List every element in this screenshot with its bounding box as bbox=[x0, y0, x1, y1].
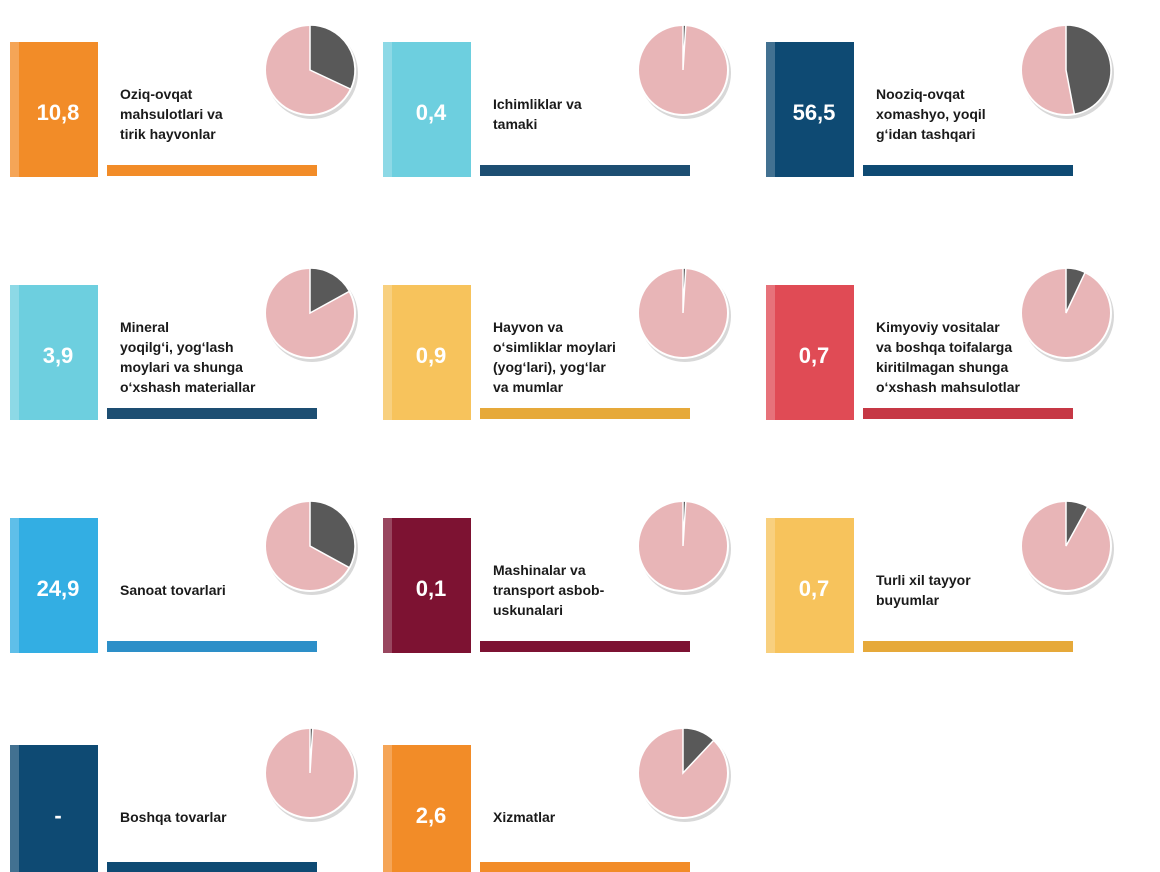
tile: - Boshqa tovarlar bbox=[10, 727, 358, 872]
value-label: 10,8 bbox=[37, 100, 80, 125]
value-label: - bbox=[54, 803, 61, 828]
tile: 0,1 Mashinalar va transport asbob-uskunala… bbox=[383, 500, 731, 653]
tile-label: va mumlar bbox=[493, 379, 564, 395]
pie-slice bbox=[682, 727, 715, 775]
pie-slice bbox=[309, 24, 356, 91]
underline-bar bbox=[107, 165, 317, 176]
underline-bar bbox=[107, 862, 317, 872]
tile-label: uskunalari bbox=[493, 602, 563, 618]
value-box bbox=[383, 285, 471, 420]
value-label: 0,9 bbox=[416, 343, 447, 368]
tile-label: Boshqa tovarlar bbox=[120, 809, 227, 825]
tile: 0,7 Kimyoviy vositalar va boshqa toifalarg… bbox=[766, 267, 1114, 420]
value-box-edge bbox=[383, 285, 392, 420]
tile: 24,9 Sanoat tovarlari bbox=[10, 500, 358, 653]
tile-label: xomashyo, yoqil bbox=[876, 106, 986, 122]
tile: 2,6 Xizmatlar bbox=[383, 727, 731, 872]
value-box-edge bbox=[383, 518, 392, 653]
tile-label: transport asbob- bbox=[493, 582, 605, 598]
tile: 0,7 Turli xil tayyor buyumlar bbox=[766, 500, 1114, 653]
value-box bbox=[383, 518, 471, 653]
tile-label: tamaki bbox=[493, 116, 537, 132]
pie-slice bbox=[682, 500, 687, 547]
tile-label: yoqilg‘i, yog‘lash bbox=[120, 339, 234, 355]
value-box bbox=[10, 285, 98, 420]
value-box bbox=[766, 42, 854, 177]
tile-label: tirik hayvonlar bbox=[120, 126, 216, 142]
tile-label: Mineral bbox=[120, 319, 169, 335]
value-box bbox=[383, 745, 471, 872]
value-label: 3,9 bbox=[43, 343, 74, 368]
tile-label: Kimyoviy vositalar bbox=[876, 319, 1000, 335]
tile-label: Xizmatlar bbox=[493, 809, 556, 825]
tile-label: Oziq-ovqat bbox=[120, 86, 193, 102]
pie-slice bbox=[682, 24, 687, 71]
pie-slice bbox=[1065, 267, 1087, 314]
pie-slice bbox=[309, 727, 314, 774]
tile-label: buyumlar bbox=[876, 592, 940, 608]
pie-slice bbox=[309, 267, 351, 315]
tile-label: o‘xshash materiallar bbox=[120, 379, 256, 395]
pie-slice bbox=[682, 267, 687, 314]
tile: 0,9 Hayvon va o‘simliklar moylari (yog‘lari… bbox=[383, 267, 731, 420]
underline-bar bbox=[480, 408, 690, 419]
value-box bbox=[766, 518, 854, 653]
tile-label: moylari va shunga bbox=[120, 359, 243, 375]
value-box-edge bbox=[766, 285, 775, 420]
underline-bar bbox=[480, 165, 690, 176]
value-label: 2,6 bbox=[416, 803, 447, 828]
tile-label: Nooziq-ovqat bbox=[876, 86, 965, 102]
tile-label: (yog‘lari), yog‘lar bbox=[493, 359, 606, 375]
tile-label: va boshqa toifalarga bbox=[876, 339, 1012, 355]
tile-label: g‘idan tashqari bbox=[876, 126, 976, 142]
value-label: 0,7 bbox=[799, 576, 830, 601]
tile-label: Ichimliklar va bbox=[493, 96, 582, 112]
value-box-edge bbox=[10, 745, 19, 872]
pie-slice bbox=[1065, 500, 1089, 547]
value-box-edge bbox=[10, 518, 19, 653]
tile-label: Mashinalar va bbox=[493, 562, 586, 578]
tile: 10,8 Oziq-ovqat mahsulotlari va tirik hayvo… bbox=[10, 24, 358, 177]
underline-bar bbox=[480, 641, 690, 652]
value-box bbox=[383, 42, 471, 177]
underline-bar bbox=[107, 408, 317, 419]
value-label: 56,5 bbox=[793, 100, 836, 125]
tile-label: Sanoat tovarlari bbox=[120, 582, 226, 598]
pie-slice bbox=[1065, 24, 1112, 116]
value-box-edge bbox=[10, 42, 19, 177]
value-box bbox=[10, 518, 98, 653]
value-box-edge bbox=[766, 518, 775, 653]
underline-bar bbox=[107, 641, 317, 652]
tile-label: kiritilmagan shunga bbox=[876, 359, 1008, 375]
underline-bar bbox=[863, 408, 1073, 419]
value-box-edge bbox=[383, 42, 392, 177]
tile-label: o‘simliklar moylari bbox=[493, 339, 616, 355]
value-label: 24,9 bbox=[37, 576, 80, 601]
value-label: 0,1 bbox=[416, 576, 447, 601]
tile-label: mahsulotlari va bbox=[120, 106, 223, 122]
value-box bbox=[766, 285, 854, 420]
tile-label: Hayvon va bbox=[493, 319, 563, 335]
value-box-edge bbox=[383, 745, 392, 872]
tile: 0,4 Ichimliklar va tamaki bbox=[383, 24, 731, 177]
underline-bar bbox=[863, 641, 1073, 652]
value-box bbox=[10, 745, 98, 872]
underline-bar bbox=[480, 862, 690, 872]
pie-slice bbox=[309, 500, 356, 569]
value-label: 0,4 bbox=[416, 100, 447, 125]
tile: 56,5 Nooziq-ovqat xomashyo, yoqil g‘idan ta… bbox=[766, 24, 1114, 177]
tile-label: Turli xil tayyor bbox=[876, 572, 971, 588]
tile: 3,9 Mineral yoqilg‘i, yog‘lash moylari va s… bbox=[10, 267, 358, 420]
underline-bar bbox=[863, 165, 1073, 176]
value-box bbox=[10, 42, 98, 177]
value-box-edge bbox=[766, 42, 775, 177]
tile-label: o‘xshash mahsulotlar bbox=[876, 379, 1020, 395]
value-label: 0,7 bbox=[799, 343, 830, 368]
value-box-edge bbox=[10, 285, 19, 420]
